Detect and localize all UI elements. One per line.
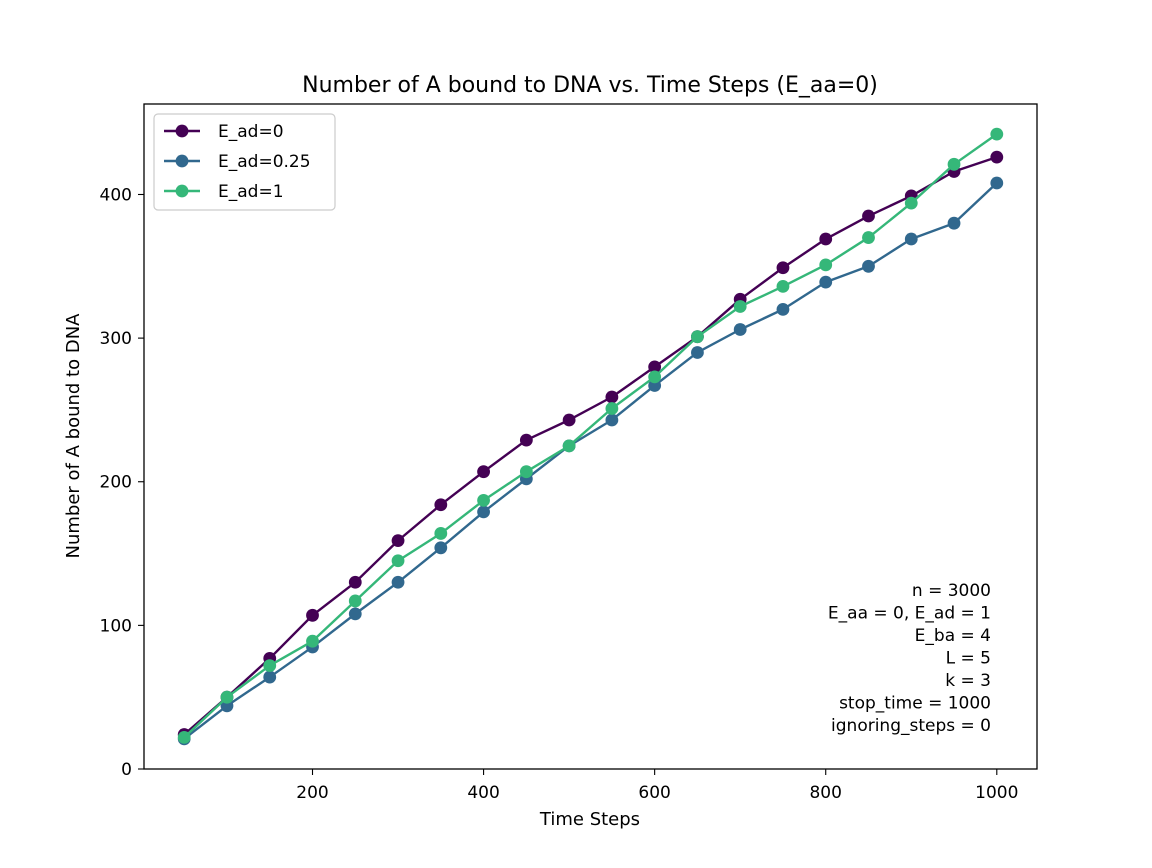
data-point	[819, 258, 833, 272]
legend-label: E_ad=0.25	[218, 152, 311, 172]
y-tick-label: 0	[121, 760, 132, 780]
legend-marker	[175, 154, 189, 168]
data-point	[562, 439, 576, 453]
data-point	[177, 731, 191, 744]
data-point	[263, 659, 277, 672]
x-tick-label: 800	[809, 783, 841, 803]
data-point	[990, 150, 1004, 164]
data-point	[605, 402, 619, 415]
parameter-annotation: n = 3000 E_aa = 0, E_ad = 1E_ba = 4 L = 5k…	[828, 581, 991, 736]
data-point	[391, 534, 405, 548]
data-point	[519, 433, 533, 447]
series-line	[182, 132, 998, 739]
data-point	[691, 346, 704, 359]
data-point	[648, 360, 662, 374]
data-point	[904, 196, 918, 210]
annotation-line: stop_time = 1000	[839, 694, 991, 714]
series-line	[182, 155, 998, 736]
data-point	[733, 300, 747, 313]
x-tick-label: 400	[467, 783, 499, 803]
data-point	[862, 259, 875, 273]
annotation-line: E_ba = 4	[915, 626, 991, 646]
annotation-line: n = 3000	[912, 581, 991, 601]
data-point	[519, 465, 533, 479]
data-point	[776, 280, 790, 293]
data-point	[648, 370, 662, 384]
x-tick-label: 200	[296, 783, 328, 803]
data-point	[434, 541, 448, 555]
data-point	[691, 330, 704, 344]
annotation-line: L = 5	[946, 649, 991, 669]
data-point	[348, 575, 362, 589]
legend-label: E_ad=1	[218, 182, 284, 202]
y-tick-label: 300	[100, 329, 132, 349]
data-point	[348, 594, 362, 608]
data-point	[263, 670, 277, 684]
data-point	[733, 323, 747, 336]
annotation-line: ignoring_steps = 0	[831, 716, 991, 736]
legend-marker	[175, 184, 189, 198]
legend-box	[153, 113, 336, 211]
data-point	[477, 494, 490, 507]
legend-marker	[175, 124, 189, 138]
x-axis-label: Time Steps	[539, 809, 640, 830]
x-tick-label: 600	[638, 783, 670, 803]
data-point	[562, 413, 576, 427]
y-tick-label: 400	[100, 185, 132, 205]
data-point	[904, 232, 918, 246]
plot-frame	[143, 103, 1038, 770]
data-point	[434, 527, 448, 540]
data-point	[477, 465, 490, 479]
annotation-line: E_aa = 0, E_ad = 1	[828, 604, 991, 624]
legend-label: E_ad=0	[218, 122, 284, 142]
series-line	[182, 181, 998, 741]
legend: E_ad=0 E_ad=0.25 E_ad=1	[153, 113, 336, 211]
y-tick-label: 100	[100, 616, 132, 636]
legend-item: E_ad=0	[164, 122, 284, 142]
data-point	[947, 157, 961, 171]
data-point	[776, 302, 790, 316]
axes-layer: 200 400 600 800 1000 0 100 200 300 400	[100, 103, 1038, 803]
chart-title: Number of A bound to DNA vs. Time Steps …	[302, 73, 878, 98]
data-point	[605, 413, 619, 427]
data-point	[306, 608, 319, 622]
data-point	[862, 209, 875, 223]
y-tick-label: 200	[100, 473, 132, 493]
data-point	[819, 275, 833, 289]
data-point	[990, 127, 1004, 141]
data-point	[391, 575, 405, 589]
series-3	[177, 127, 1004, 744]
data-point	[306, 634, 319, 648]
data-point	[434, 498, 448, 512]
data-point	[947, 216, 961, 230]
data-point	[819, 232, 833, 246]
legend-item: E_ad=0.25	[164, 152, 311, 172]
data-point	[348, 607, 362, 621]
data-point	[990, 176, 1004, 190]
data-point	[862, 231, 875, 244]
legend-item: E_ad=1	[164, 182, 284, 202]
data-point	[220, 690, 234, 704]
x-tick-label: 1000	[975, 783, 1018, 803]
data-point	[605, 390, 619, 404]
data-point	[477, 505, 490, 519]
annotation-line: k = 3	[945, 671, 991, 691]
data-point	[391, 554, 405, 568]
data-point	[776, 261, 790, 275]
series-layer	[177, 127, 1004, 746]
y-axis-label: Number of A bound to DNA	[63, 313, 84, 559]
